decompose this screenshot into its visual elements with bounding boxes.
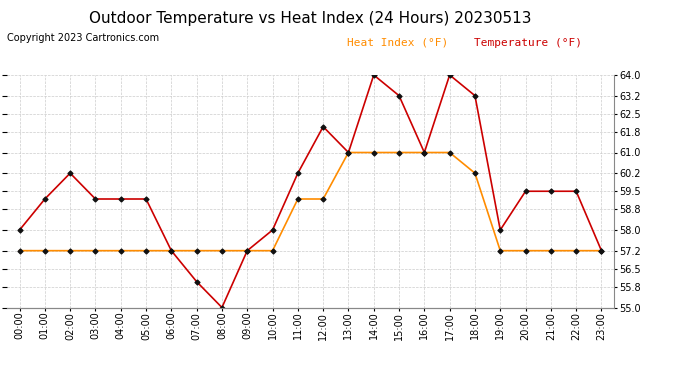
Point [166,248,177,254]
Point [65,248,76,254]
Point [90,248,101,254]
Point [14,248,25,254]
Point [39,248,50,254]
Point [596,248,607,254]
Point [368,150,380,156]
Point [571,248,582,254]
Text: Copyright 2023 Cartronics.com: Copyright 2023 Cartronics.com [7,33,159,43]
Point [545,248,556,254]
Point [14,227,25,233]
Point [65,170,76,176]
Point [520,188,531,194]
Point [115,248,126,254]
Text: Temperature (°F): Temperature (°F) [475,38,582,48]
Point [596,248,607,254]
Point [317,124,328,130]
Point [141,248,152,254]
Point [293,170,304,176]
Point [545,188,556,194]
Text: Outdoor Temperature vs Heat Index (24 Hours) 20230513: Outdoor Temperature vs Heat Index (24 Ho… [89,11,532,26]
Text: Heat Index (°F): Heat Index (°F) [347,38,448,48]
Point [469,170,480,176]
Point [469,93,480,99]
Point [444,150,455,156]
Point [520,248,531,254]
Point [495,227,506,233]
Point [115,196,126,202]
Point [571,188,582,194]
Point [393,150,404,156]
Point [419,150,430,156]
Point [267,248,278,254]
Point [419,150,430,156]
Point [191,279,202,285]
Point [495,248,506,254]
Point [317,196,328,202]
Point [368,72,380,78]
Point [241,248,253,254]
Point [39,196,50,202]
Point [393,93,404,99]
Point [293,196,304,202]
Point [217,248,228,254]
Point [241,248,253,254]
Point [343,150,354,156]
Point [343,150,354,156]
Point [90,196,101,202]
Point [444,72,455,78]
Point [166,248,177,254]
Point [267,227,278,233]
Point [191,248,202,254]
Point [217,304,228,310]
Point [141,196,152,202]
